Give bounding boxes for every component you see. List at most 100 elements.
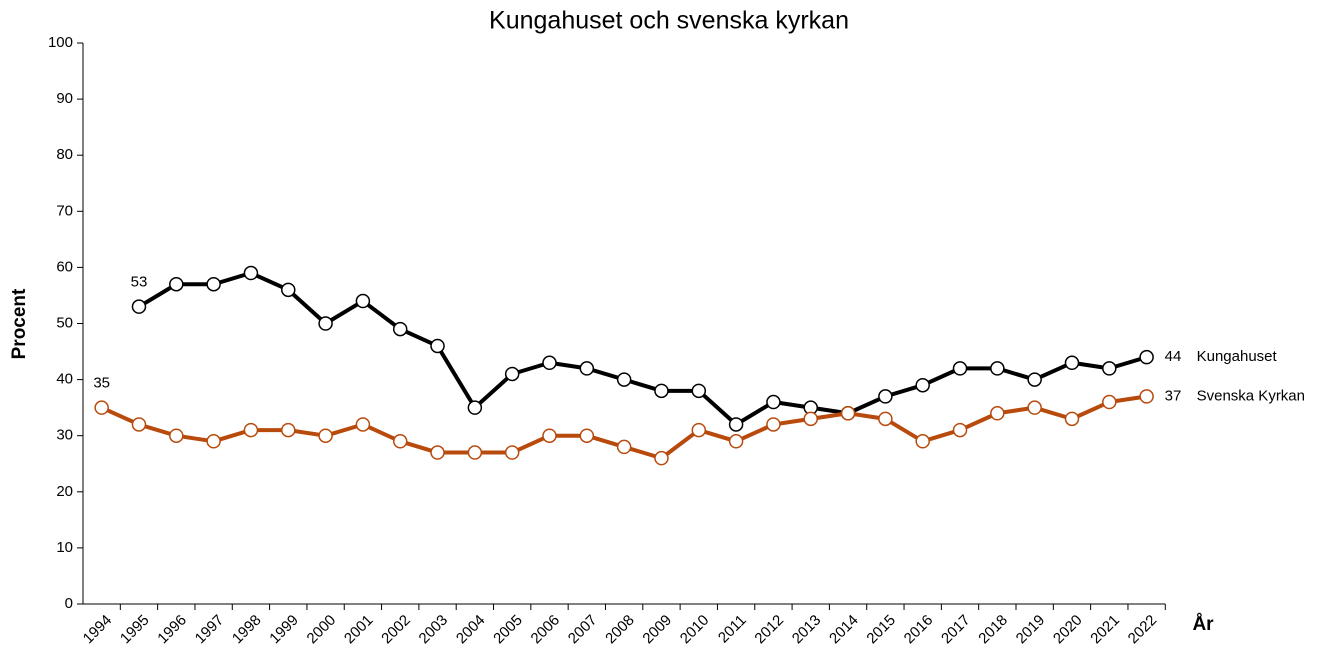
- y-tick-label: 50: [56, 314, 73, 331]
- data-point: [1064, 355, 1080, 371]
- x-tick-label: 1998: [229, 612, 265, 648]
- x-tick-label: 1999: [266, 612, 302, 648]
- data-point: [691, 383, 707, 399]
- x-tick-label: 2018: [975, 612, 1011, 648]
- y-tick-label: 90: [56, 90, 73, 107]
- x-tick-label: 2013: [789, 612, 825, 648]
- data-point: [243, 422, 259, 438]
- data-point: [616, 439, 632, 455]
- data-point: [281, 282, 296, 298]
- data-point: [243, 265, 259, 281]
- data-point: [169, 276, 184, 292]
- data-point: [1027, 400, 1042, 415]
- x-tick-label: 2017: [938, 612, 974, 648]
- data-point: [1102, 394, 1117, 410]
- x-tick-label: 2022: [1125, 612, 1161, 648]
- y-tick-label: 30: [56, 427, 73, 444]
- y-tick-label: 40: [56, 371, 73, 388]
- data-point: [915, 377, 930, 393]
- data-point: [430, 338, 445, 354]
- y-tick-label: 20: [56, 483, 73, 500]
- data-point: [392, 434, 408, 449]
- x-tick-label: 2005: [490, 612, 526, 648]
- data-point: [952, 361, 968, 376]
- y-tick-label: 80: [56, 146, 73, 163]
- y-tick-label: 60: [56, 258, 73, 275]
- legend-label: Svenska Kyrkan: [1197, 387, 1305, 404]
- data-point: [803, 411, 818, 427]
- y-tick-label: 0: [65, 595, 73, 612]
- data-point: [616, 372, 632, 387]
- data-point: [542, 355, 557, 371]
- data-label: 35: [93, 375, 110, 392]
- data-point: [952, 422, 968, 438]
- data-point: [766, 417, 781, 432]
- x-tick-label: 2014: [826, 612, 862, 648]
- data-point: [915, 434, 930, 449]
- x-tick-label: 2002: [378, 612, 414, 648]
- x-tick-label: 1995: [117, 612, 153, 648]
- data-point: [392, 321, 408, 337]
- x-tick-label: 2001: [341, 612, 377, 648]
- x-tick-label: 2015: [863, 612, 899, 648]
- data-point: [654, 450, 669, 466]
- data-point: [990, 361, 1005, 376]
- data-point: [206, 434, 221, 449]
- data-point: [840, 406, 856, 421]
- legend-label: Kungahuset: [1197, 348, 1278, 365]
- data-label: 53: [131, 274, 148, 291]
- data-point: [1027, 372, 1042, 387]
- data-point: [579, 428, 595, 443]
- data-point: [206, 276, 221, 292]
- data-point: [318, 316, 333, 331]
- data-point: [355, 417, 371, 432]
- x-tick-label: 2009: [639, 612, 675, 648]
- x-tick-label: 2003: [416, 612, 452, 648]
- x-tick-label: 2011: [715, 612, 750, 647]
- data-point: [1102, 361, 1117, 376]
- y-tick-label: 70: [56, 202, 73, 219]
- data-point: [281, 422, 296, 438]
- data-point: [467, 445, 483, 460]
- x-tick-label: 1996: [154, 612, 190, 648]
- data-point: [131, 417, 147, 432]
- data-point: [691, 422, 707, 438]
- x-tick-label: 2006: [528, 612, 564, 648]
- data-point: [654, 383, 669, 399]
- x-tick-label: 2016: [901, 612, 937, 648]
- data-point: [542, 428, 557, 443]
- data-point: [355, 293, 371, 309]
- data-point: [878, 411, 893, 427]
- data-point: [1139, 389, 1154, 404]
- x-tick-label: 1997: [192, 612, 228, 648]
- chart-title: Kungahuset och svenska kyrkan: [489, 7, 849, 35]
- y-tick-label: 10: [56, 539, 73, 556]
- x-tick-label: 2020: [1050, 612, 1086, 648]
- x-tick-label: 1994: [80, 612, 116, 648]
- data-point: [94, 400, 109, 415]
- x-tick-label: 2012: [751, 612, 787, 648]
- data-point: [728, 434, 744, 449]
- data-point: [430, 445, 445, 460]
- data-point: [169, 428, 184, 443]
- data-point: [990, 406, 1005, 421]
- data-label: 44: [1165, 348, 1182, 365]
- y-axis-title: Procent: [9, 288, 30, 359]
- data-point: [504, 366, 520, 382]
- data-point: [131, 299, 147, 314]
- x-tick-label: 2000: [304, 612, 340, 648]
- data-point: [318, 428, 333, 443]
- data-label: 37: [1165, 387, 1182, 404]
- data-point: [1064, 411, 1080, 427]
- x-tick-label: 2010: [677, 612, 713, 648]
- data-point: [766, 394, 781, 410]
- data-point: [1139, 349, 1154, 365]
- data-point: [878, 389, 893, 404]
- x-tick-label: 2021: [1087, 612, 1123, 648]
- x-tick-label: 2004: [453, 612, 489, 648]
- data-point: [728, 417, 744, 432]
- series-line: [137, 271, 1148, 427]
- x-tick-label: 2007: [565, 612, 601, 648]
- data-point: [579, 361, 595, 376]
